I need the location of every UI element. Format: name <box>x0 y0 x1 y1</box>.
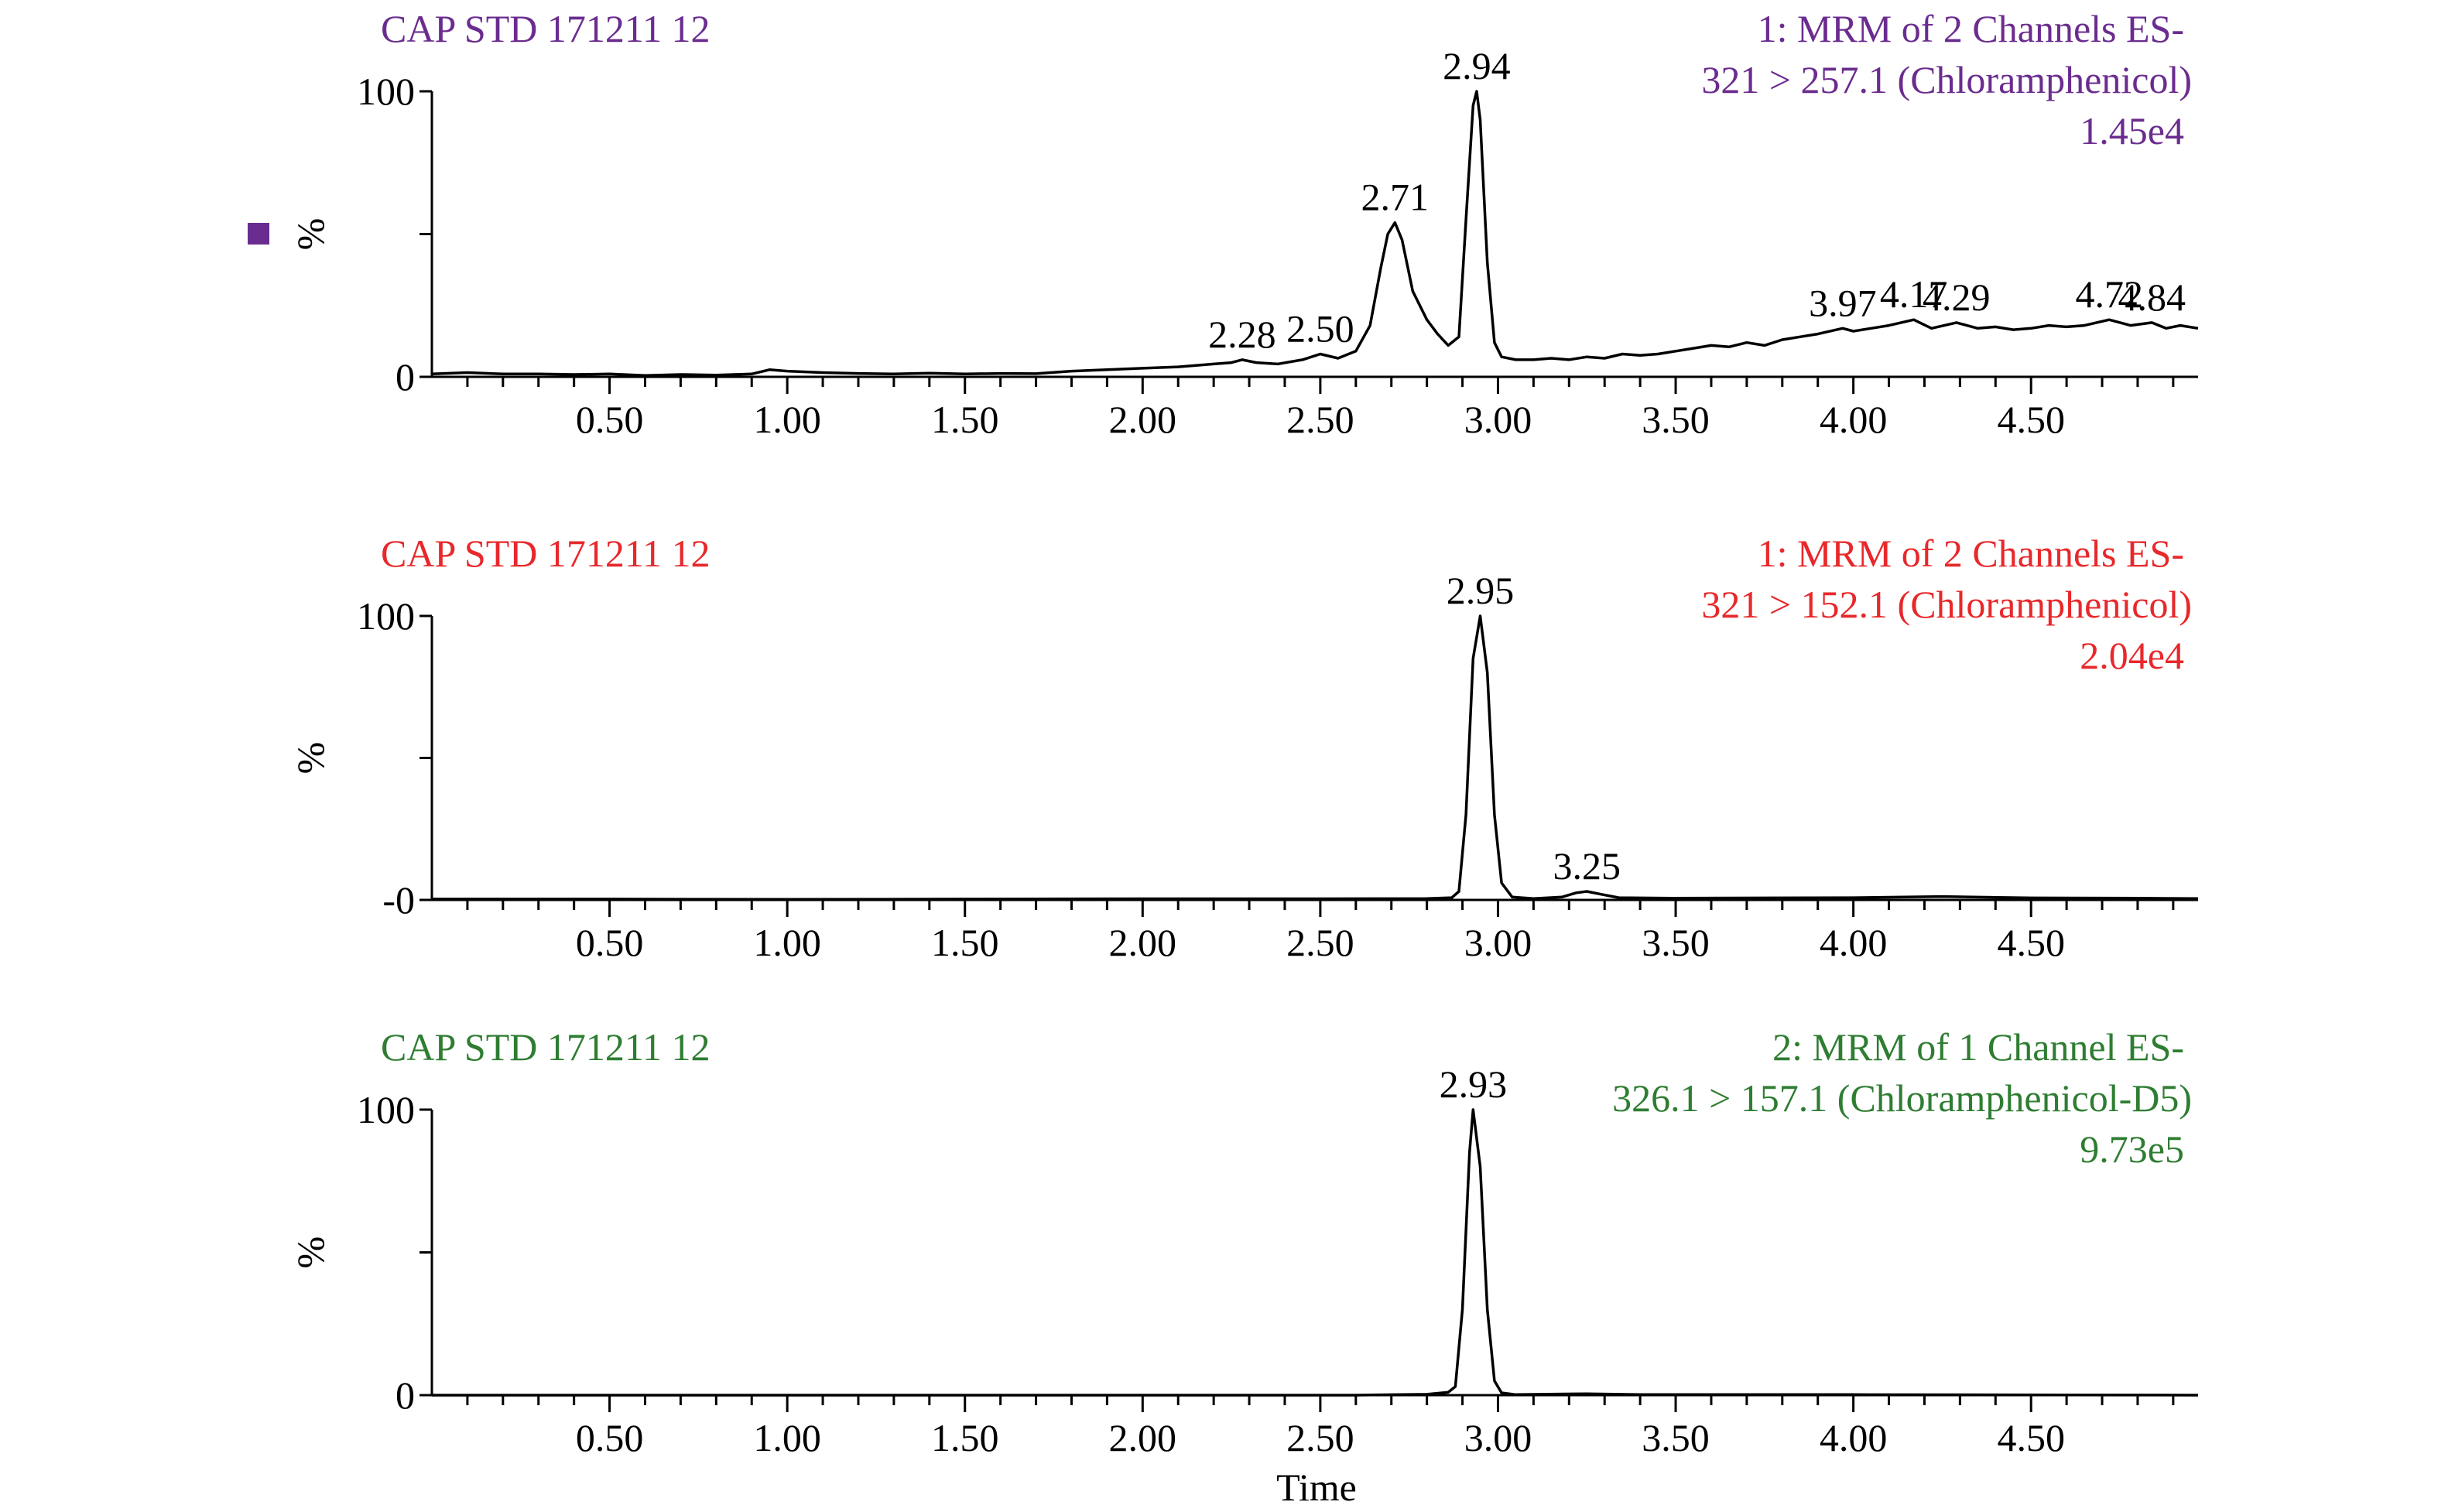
x-tick-label: 2.00 <box>1109 921 1177 964</box>
x-tick-label: 1.50 <box>931 921 999 964</box>
peak-label: 4.29 <box>1923 275 1991 319</box>
x-tick-label: 2.50 <box>1286 1416 1354 1459</box>
sample-name: CAP STD 171211 12 <box>381 7 711 50</box>
x-tick-label: 1.00 <box>753 398 821 441</box>
x-tick-label: 1.00 <box>753 921 821 964</box>
x-tick-label: 1.00 <box>753 1416 821 1459</box>
x-tick-label: 0.50 <box>576 921 644 964</box>
transition-label: 321 > 257.1 (Chloramphenicol) <box>1701 58 2192 101</box>
chromatogram-trace <box>432 614 2199 901</box>
y-tick-label: 100 <box>357 1088 415 1131</box>
peak-label: 4.72 <box>2075 272 2143 316</box>
peak-label: 4.17 <box>1880 272 1948 316</box>
x-tick-label: 3.50 <box>1642 921 1710 964</box>
x-tick-label: 0.50 <box>576 398 644 441</box>
x-tick-label: 4.00 <box>1820 921 1888 964</box>
x-tick-label: 2.00 <box>1109 398 1177 441</box>
x-tick-label: 4.50 <box>1997 1416 2065 1459</box>
x-tick-label: 3.00 <box>1464 1416 1532 1459</box>
x-tick-label: 4.50 <box>1997 921 2065 964</box>
peak-label: 4.84 <box>2118 275 2186 319</box>
peak-label: 2.28 <box>1208 313 1276 356</box>
channel-title: 1: MRM of 2 Channels ES- <box>1758 7 2184 50</box>
transition-label: 321 > 152.1 (Chloramphenicol) <box>1701 583 2192 626</box>
peak-label: 3.97 <box>1809 281 1877 324</box>
x-tick-label: 3.00 <box>1464 398 1532 441</box>
channel-title: 2: MRM of 1 Channel ES- <box>1772 1025 2184 1069</box>
intensity-label: 9.73e5 <box>2080 1127 2184 1171</box>
y-tick-label: 100 <box>357 70 415 113</box>
chromatogram-trace <box>431 90 2199 377</box>
x-tick-label: 2.50 <box>1286 398 1354 441</box>
peak-label: 2.93 <box>1440 1062 1508 1106</box>
x-tick-label: 1.50 <box>931 1416 999 1459</box>
x-tick-label: 1.50 <box>931 398 999 441</box>
channel-title: 1: MRM of 2 Channels ES- <box>1758 532 2184 575</box>
x-tick-label: 3.50 <box>1642 398 1710 441</box>
y-axis-label: % <box>289 742 332 775</box>
y-axis-label: % <box>289 218 332 251</box>
x-tick-label: 2.00 <box>1109 1416 1177 1459</box>
transition-label: 326.1 > 157.1 (Chloramphenicol-D5) <box>1612 1076 2192 1120</box>
sample-name: CAP STD 171211 12 <box>381 1025 711 1069</box>
y-tick-label: 0 <box>395 1373 415 1417</box>
y-tick-label: -0 <box>382 878 415 922</box>
y-tick-label: 0 <box>395 355 415 399</box>
trace-marker-square <box>248 223 269 245</box>
x-tick-label: 4.50 <box>1997 398 2065 441</box>
x-tick-label: 0.50 <box>576 1416 644 1459</box>
y-tick-label: 100 <box>357 594 415 638</box>
peak-label: 2.71 <box>1361 176 1430 219</box>
peak-label: 2.94 <box>1443 44 1511 87</box>
x-axis-label: Time <box>1276 1466 1357 1508</box>
chromatogram-trace <box>432 1108 2199 1397</box>
sample-name: CAP STD 171211 12 <box>381 532 711 575</box>
x-tick-label: 3.50 <box>1642 1416 1710 1459</box>
intensity-label: 1.45e4 <box>2080 109 2184 152</box>
peak-label: 2.50 <box>1286 306 1354 350</box>
x-tick-label: 3.00 <box>1464 921 1532 964</box>
intensity-label: 2.04e4 <box>2080 634 2184 677</box>
x-tick-label: 4.00 <box>1820 398 1888 441</box>
y-axis-label: % <box>289 1237 332 1269</box>
peak-label: 2.95 <box>1447 569 1515 612</box>
x-tick-label: 2.50 <box>1286 921 1354 964</box>
peak-label: 3.25 <box>1553 844 1621 888</box>
x-tick-label: 4.00 <box>1820 1416 1888 1459</box>
